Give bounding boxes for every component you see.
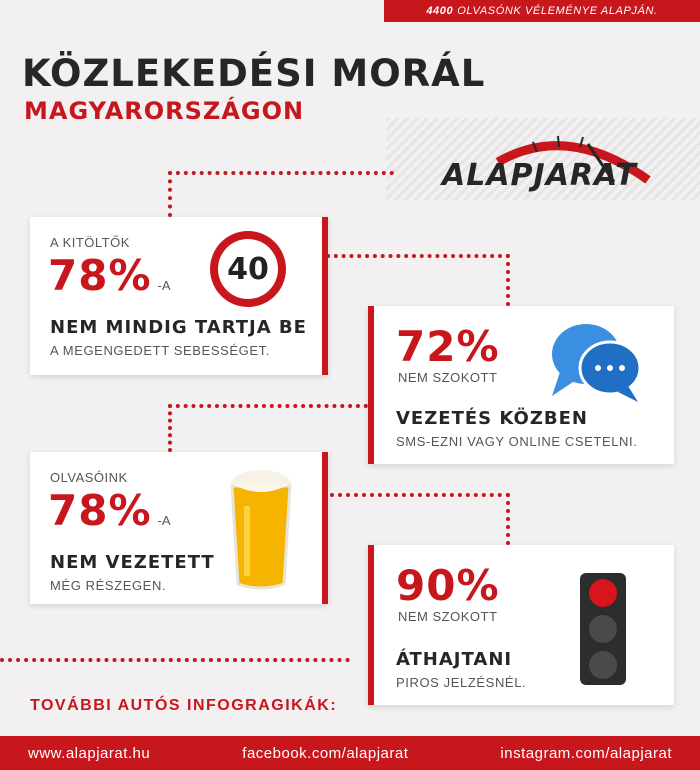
texting-stat-card: 72% NEM SZOKOTT VEZETÉS KÖZBEN SMS-EZNI … (368, 306, 674, 464)
respondent-count: 4400 (426, 5, 454, 17)
dotted-connector (326, 254, 510, 258)
stat-detail: SMS-EZNI VAGY ONLINE CSETELNI. (396, 434, 638, 449)
dotted-connector (168, 171, 172, 217)
stat-headline: NEM MINDIG TARTJA BE (50, 317, 307, 338)
page-title: KÖZLEKEDÉSI MORÁL (22, 52, 486, 95)
respondent-text: OLVASÓNK VÉLEMÉNYE ALAPJÁN. (457, 5, 658, 17)
stat-headline: ÁTHAJTANI (396, 649, 513, 670)
stat-percent: 78% (48, 251, 152, 300)
stat-headline: NEM VEZETETT (50, 552, 215, 573)
instagram-link[interactable]: instagram.com/alapjarat (500, 744, 672, 762)
chat-bubbles-icon (552, 324, 642, 402)
logo-hatch-background (386, 118, 700, 200)
dotted-connector (506, 493, 510, 545)
facebook-link[interactable]: facebook.com/alapjarat (242, 744, 409, 762)
dotted-connector (506, 254, 510, 306)
stat-percent: 72% (396, 322, 500, 371)
alapjarat-logo[interactable]: ALAPJARAT (438, 128, 658, 198)
top-banner: 4400 OLVASÓNK VÉLEMÉNYE ALAPJÁN. (384, 0, 700, 22)
logo-text: ALAPJARAT (442, 158, 637, 193)
stat-intro: NEM SZOKOTT (398, 370, 498, 385)
beer-glass-icon (230, 470, 292, 590)
more-infographics-label: TOVÁBBI AUTÓS INFOGRAGIKÁK: (30, 697, 338, 714)
speeding-stat-card: A KITÖLTŐK 78% -A NEM MINDIG TARTJA BE A… (30, 217, 328, 375)
dotted-connector (168, 404, 368, 408)
stat-intro: A KITÖLTŐK (50, 235, 130, 250)
stat-percent: 78% (48, 486, 152, 535)
red-light-stat-card: 90% NEM SZOKOTT ÁTHAJTANI PIROS JELZÉSNÉ… (368, 545, 674, 705)
dotted-connector (0, 658, 350, 662)
stat-percent: 90% (396, 561, 500, 610)
drunk-driving-stat-card: Olvasóink 78% -A NEM VEZETETT MÉG RÉSZEG… (30, 452, 328, 604)
dotted-connector (168, 404, 172, 452)
speedometer-icon (495, 135, 651, 184)
footer-bar: www.alapjarat.hu facebook.com/alapjarat … (0, 736, 700, 770)
stat-detail: MÉG RÉSZEGEN. (50, 578, 167, 593)
stat-suffix: -A (157, 278, 171, 293)
stat-percent-row: 78% -A (48, 486, 171, 535)
stat-detail: A MEGENGEDETT SEBESSÉGET. (50, 343, 270, 358)
sign-value: 40 (218, 239, 278, 299)
stat-detail: PIROS JELZÉSNÉL. (396, 675, 527, 690)
speed-limit-40-sign-icon: 40 (210, 231, 286, 307)
stat-intro: Olvasóink (50, 470, 128, 485)
dotted-connector (330, 493, 510, 497)
stat-suffix: -A (157, 513, 171, 528)
stat-percent-row: 78% -A (48, 251, 171, 300)
stat-intro: NEM SZOKOTT (398, 609, 498, 624)
page-subtitle: MAGYARORSZÁGON (24, 97, 305, 125)
stat-headline: VEZETÉS KÖZBEN (396, 408, 588, 429)
website-link[interactable]: www.alapjarat.hu (28, 744, 151, 762)
traffic-light-icon (580, 573, 626, 685)
dotted-connector (168, 171, 394, 175)
